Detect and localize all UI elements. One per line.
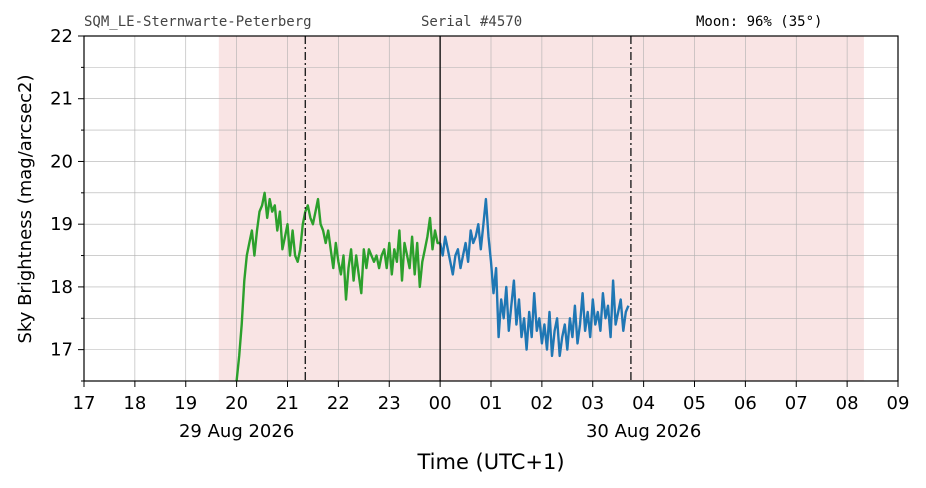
night-shading: [218, 36, 864, 381]
y-tick-label: 18: [50, 277, 73, 298]
series-line-morning: [438, 197, 630, 358]
x-tick-label: 02: [530, 393, 553, 414]
x-tick-label: 19: [174, 393, 197, 414]
y-tick-label: 22: [50, 26, 73, 47]
x-tick-label: 23: [378, 393, 401, 414]
x-axis-label: Time (UTC+1): [416, 450, 564, 474]
x-tick-label: 00: [429, 393, 452, 414]
date-label: 29 Aug 2026: [179, 421, 294, 442]
y-axis-label: Sky Brightness (mag/arcsec2): [15, 74, 36, 343]
y-tick-label: 20: [50, 151, 73, 172]
x-tick-label: 21: [276, 393, 299, 414]
y-tick-label: 21: [50, 89, 73, 110]
x-tick-label: 04: [632, 393, 655, 414]
x-tick-label: 07: [785, 393, 808, 414]
series-line-evening: [235, 191, 441, 382]
station-title: SQM_LE-Sternwarte-Peterberg: [84, 14, 312, 30]
date-label: 30 Aug 2026: [586, 421, 701, 442]
x-tick-label: 17: [73, 393, 96, 414]
x-tick-label: 01: [480, 393, 503, 414]
y-tick-label: 17: [50, 340, 73, 361]
x-tick-label: 05: [683, 393, 706, 414]
moon-info: Moon: 96% (35°): [696, 14, 823, 30]
serial-number: Serial #4570: [421, 14, 523, 30]
x-tick-label: 20: [225, 393, 248, 414]
x-tick-label: 18: [123, 393, 146, 414]
x-tick-label: 06: [734, 393, 757, 414]
x-tick-label: 08: [836, 393, 859, 414]
x-tick-label: 22: [327, 393, 350, 414]
y-tick-label: 19: [50, 214, 73, 235]
x-tick-label: 09: [887, 393, 910, 414]
x-tick-label: 03: [581, 393, 604, 414]
